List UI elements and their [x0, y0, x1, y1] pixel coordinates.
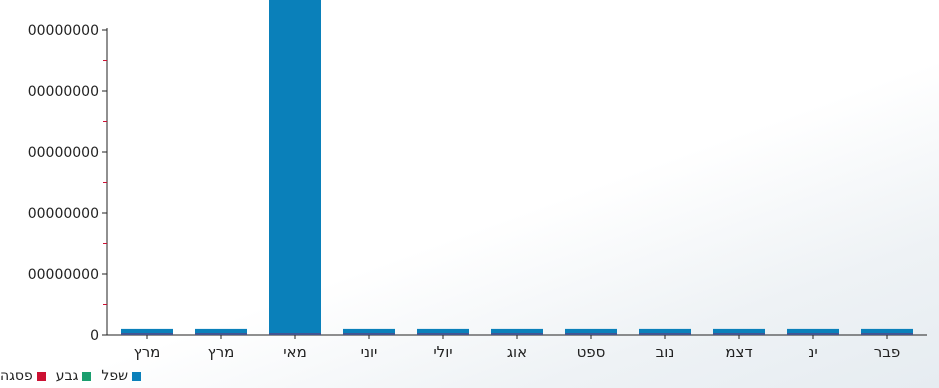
legend-swatch-series-3	[36, 371, 46, 381]
bar-1	[417, 328, 469, 335]
bar-1	[639, 328, 691, 335]
x-tick-label: מרץ	[208, 343, 235, 361]
y-tick-label: 00000000	[28, 267, 99, 283]
x-tick-label: ינ	[808, 343, 817, 361]
x-tick-label: יולי	[433, 343, 452, 361]
bar-1	[121, 328, 173, 335]
bar-1	[491, 328, 543, 335]
bar-1	[343, 328, 395, 335]
legend-item-series-3[interactable]: פסגה	[0, 368, 46, 384]
x-tick-label: ספט	[577, 343, 606, 361]
y-tick-label: 00000000	[28, 84, 99, 100]
y-tick-label: 00000000	[28, 206, 99, 222]
y-tick-label: 00000000	[28, 23, 99, 39]
legend-swatch-series-1	[132, 371, 142, 381]
legend-label-series-3: פסגה	[0, 368, 33, 384]
legend-label-series-2: גבע	[55, 368, 79, 384]
x-tick-label: מרץ	[134, 343, 161, 361]
legend-label-series-1: שפל	[101, 368, 129, 384]
legend-swatch-series-2	[82, 371, 92, 381]
y-tick-label: 0	[90, 328, 99, 344]
x-tick-label: נוב	[656, 343, 675, 361]
legend-item-series-2[interactable]: גבע	[56, 368, 92, 384]
y-tick-label: 00000000	[28, 145, 99, 161]
bar-1	[861, 328, 913, 335]
legend-item-series-1[interactable]: שפל	[101, 368, 142, 384]
bar-1	[713, 328, 765, 335]
bar-1	[565, 328, 617, 335]
x-tick-label: דצמ	[725, 343, 752, 361]
bar-1	[195, 328, 247, 335]
x-tick-label: פבר	[874, 343, 901, 361]
bar-1	[269, 0, 321, 335]
chart-legend: שפל גבע פסגה	[0, 365, 230, 387]
x-tick-label: יוני	[361, 343, 378, 361]
x-tick-label: מאי	[283, 343, 307, 361]
bar-1	[787, 328, 839, 335]
x-tick-label: אוג	[507, 343, 527, 361]
